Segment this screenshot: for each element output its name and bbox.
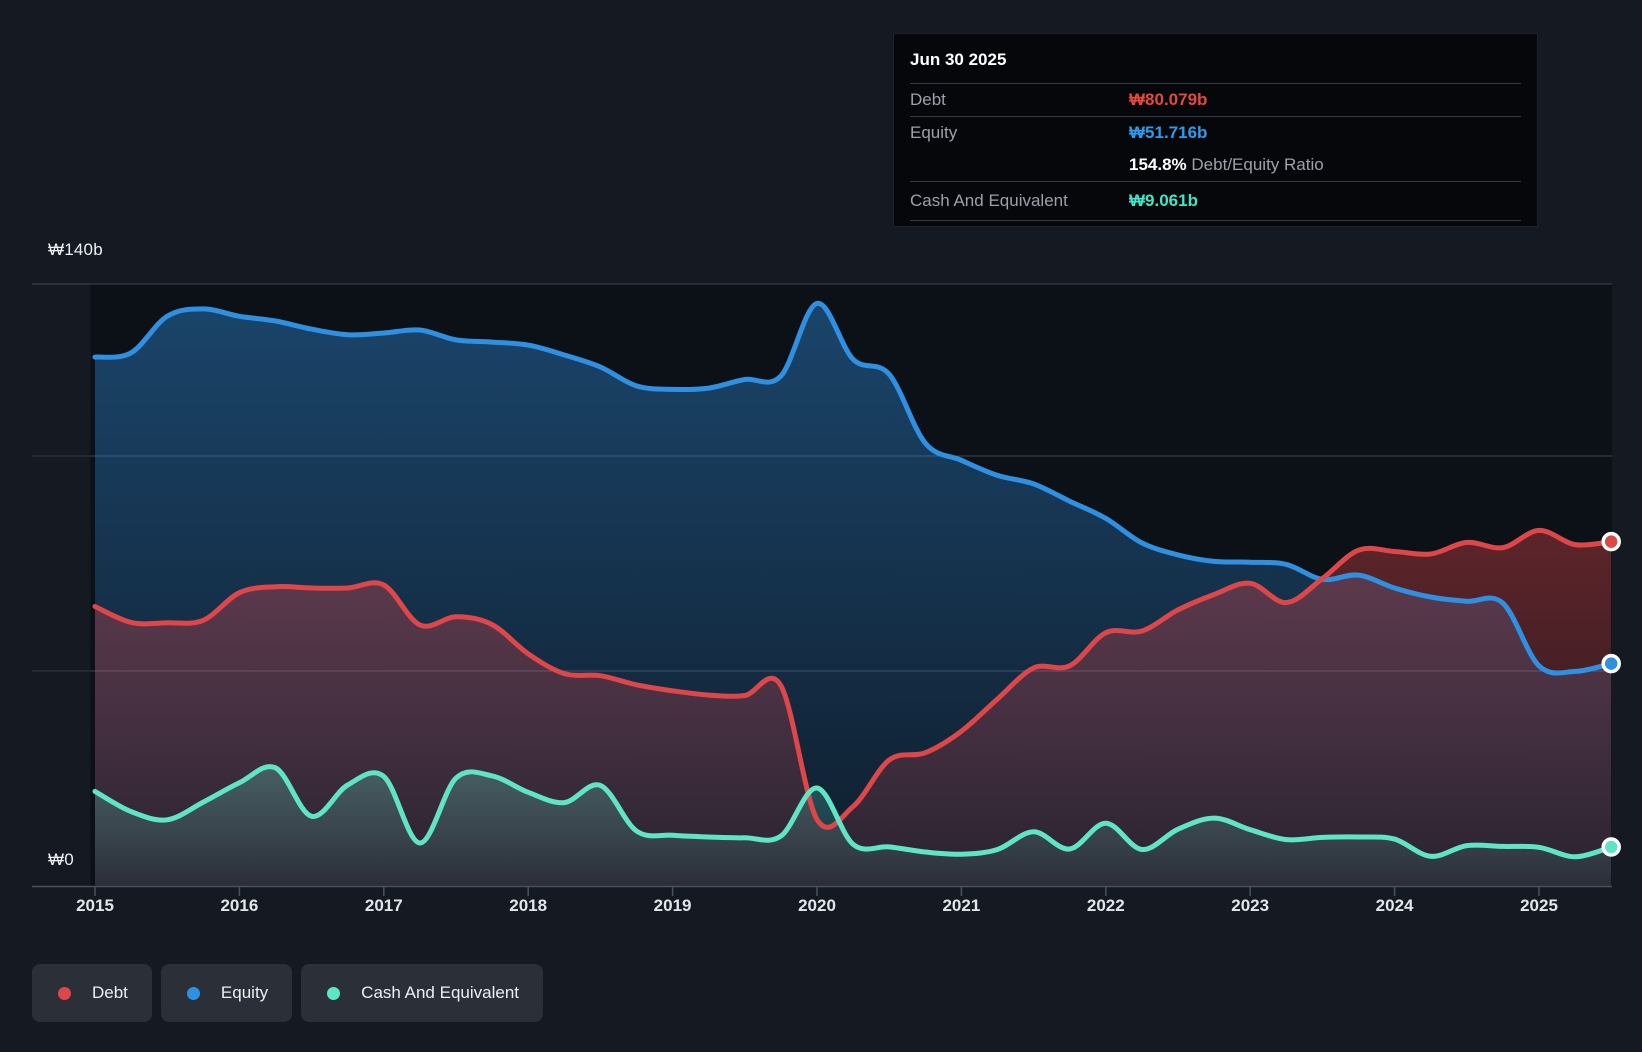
debt-line (92, 527, 1614, 830)
x-axis-label-2020: 2020 (798, 896, 836, 915)
tooltip-cash-value: ₩9.061b (1129, 191, 1198, 210)
tooltip-cash-label: Cash And Equivalent (910, 191, 1068, 210)
cash-and-equivalent-area (95, 766, 1612, 886)
tooltip-row-debt: Debt ₩80.079b (910, 84, 1521, 117)
legend-item-cash-and-equivalent[interactable]: Cash And Equivalent (301, 964, 544, 1022)
x-axis-label-2017: 2017 (364, 896, 403, 915)
tooltip-debt-value: ₩80.079b (1129, 90, 1208, 109)
x-axis-label-2023: 2023 (1231, 896, 1270, 915)
tooltip-row-cash: Cash And Equivalent ₩9.061b (910, 182, 1521, 221)
y-axis-max-label: ₩140b (48, 240, 103, 259)
chart-tooltip: Jun 30 2025 Debt ₩80.079b Equity ₩51.716… (893, 33, 1538, 227)
x-axis-label-2016: 2016 (220, 896, 259, 915)
x-axis-label-2022: 2022 (1086, 896, 1125, 915)
x-axis-label-2024: 2024 (1375, 896, 1414, 915)
x-axis-label-2025: 2025 (1520, 896, 1558, 915)
chart-legend: Debt Equity Cash And Equivalent (32, 964, 544, 1022)
tooltip-ratio-value: 154.8% (1129, 155, 1187, 174)
cash-and-equivalent-legend-dot-icon (327, 986, 341, 1000)
tooltip-equity-label: Equity (910, 123, 958, 142)
equity-end-marker[interactable] (1601, 653, 1621, 674)
tooltip-ratio-label: Debt/Equity Ratio (1191, 155, 1324, 174)
tooltip-equity-value: ₩51.716b (1129, 123, 1208, 142)
x-axis-label-2018: 2018 (509, 896, 548, 915)
cash-and-equivalent-end-marker[interactable] (1601, 837, 1621, 857)
debt-legend-dot-icon (58, 986, 71, 1000)
legend-label-cash-and-equivalent: Cash And Equivalent (361, 983, 520, 1002)
tooltip-row-equity: Equity ₩51.716b (910, 117, 1521, 149)
cash-and-equivalent-line (92, 764, 1614, 860)
equity-legend-dot-icon (186, 986, 200, 1000)
debt-end-marker[interactable] (1601, 531, 1621, 552)
x-axis-label-2021: 2021 (942, 896, 981, 915)
legend-label-equity: Equity (220, 983, 269, 1002)
tooltip-date: Jun 30 2025 (910, 34, 1521, 84)
legend-item-debt[interactable]: Debt (32, 964, 152, 1022)
tooltip-row-ratio: 154.8% Debt/Equity Ratio (910, 149, 1521, 182)
x-axis-label-2019: 2019 (653, 896, 692, 915)
tooltip-debt-label: Debt (910, 90, 946, 109)
y-axis-zero-label: ₩0 (48, 850, 74, 869)
equity-line (92, 300, 1614, 676)
legend-item-equity[interactable]: Equity (160, 964, 293, 1022)
x-axis-label-2015: 2015 (76, 896, 114, 915)
legend-label-debt: Debt (92, 983, 128, 1002)
